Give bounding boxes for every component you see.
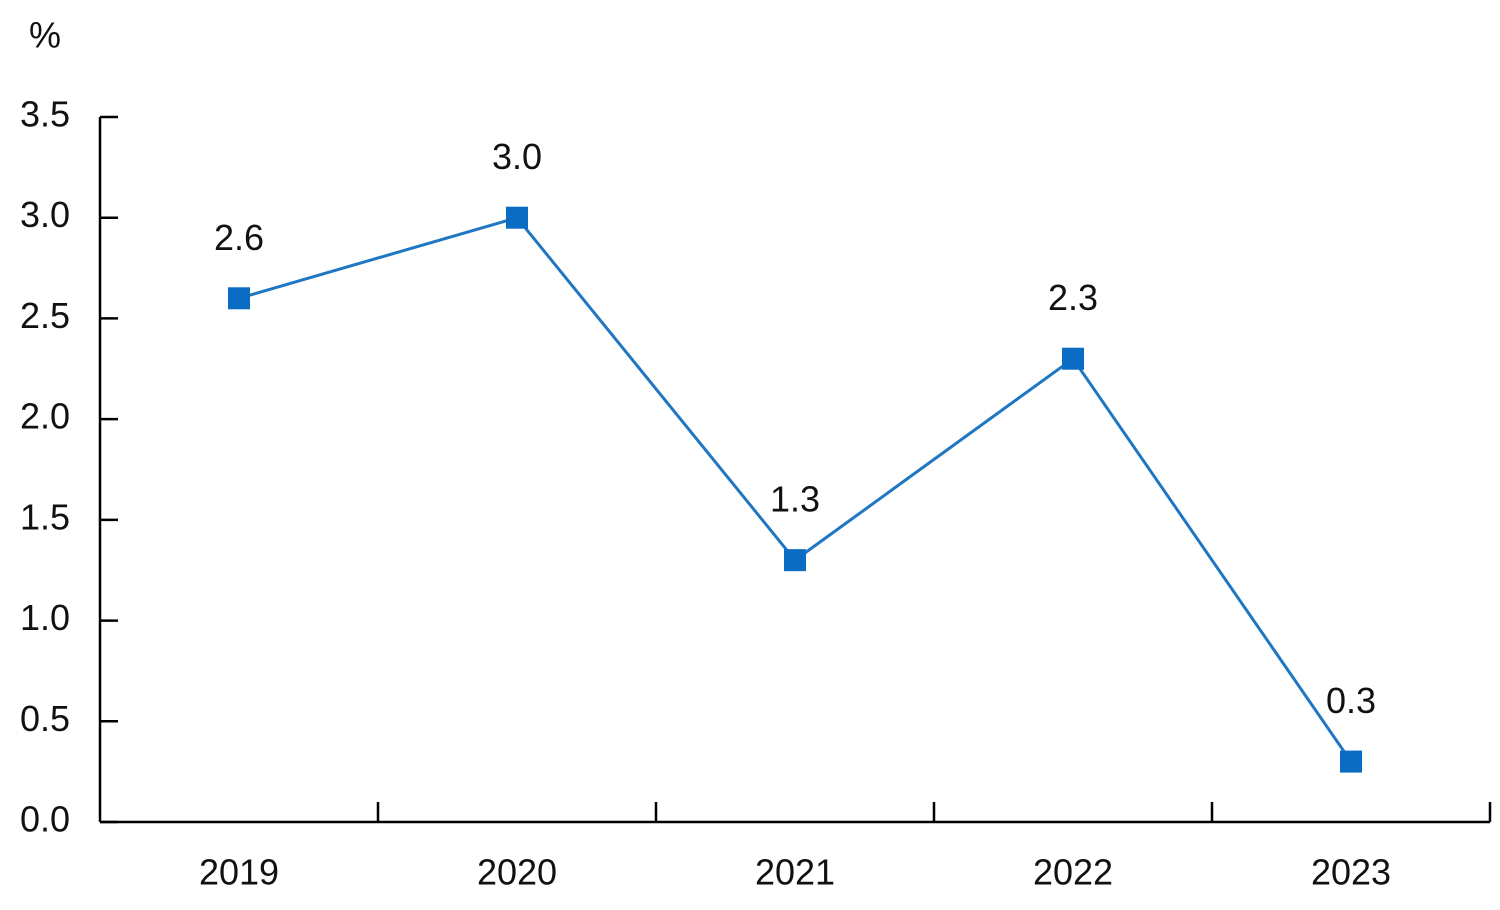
- x-tick-label: 2020: [477, 852, 557, 893]
- x-tick-label: 2019: [199, 852, 279, 893]
- y-tick-label: 1.5: [20, 496, 70, 537]
- y-tick-label: 3.5: [20, 94, 70, 135]
- data-label: 2.6: [214, 217, 264, 258]
- y-unit: %: [29, 15, 61, 56]
- y-tick-label: 2.0: [20, 396, 70, 437]
- data-label: 0.3: [1326, 680, 1376, 721]
- y-tick-label: 0.0: [20, 799, 70, 840]
- y-tick-label: 3.0: [20, 194, 70, 235]
- x-tick-label: 2022: [1033, 852, 1113, 893]
- y-tick-label: 2.5: [20, 295, 70, 336]
- y-tick-label: 1.0: [20, 597, 70, 638]
- x-tick-label: 2023: [1311, 852, 1391, 893]
- marker: [228, 287, 250, 310]
- data-label: 3.0: [492, 136, 542, 177]
- data-label: 1.3: [770, 479, 820, 520]
- marker: [1340, 750, 1362, 773]
- marker: [784, 549, 806, 572]
- data-label: 2.3: [1048, 277, 1098, 318]
- x-tick-label: 2021: [755, 852, 835, 893]
- y-tick-label: 0.5: [20, 698, 70, 739]
- marker: [506, 206, 528, 229]
- marker: [1062, 347, 1084, 370]
